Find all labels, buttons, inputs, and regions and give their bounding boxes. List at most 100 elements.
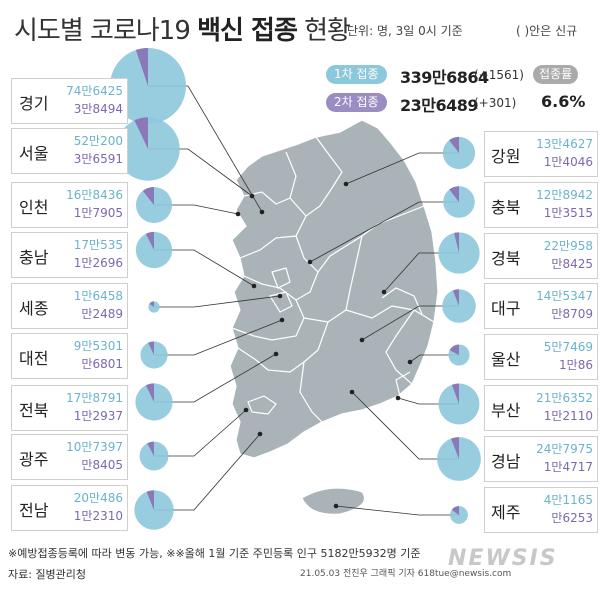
dose2-badge: 2차 접종 bbox=[326, 93, 387, 112]
region-name: 울산 bbox=[491, 350, 521, 369]
pie-dose2-7 bbox=[145, 383, 154, 402]
dose1-badge: 1차 접종 bbox=[326, 65, 387, 84]
region-dose2: 만6253 bbox=[551, 511, 593, 525]
region-box-16: 경남 24만7975 1만4717 bbox=[484, 436, 598, 482]
region-dose1: 1만6458 bbox=[73, 289, 123, 303]
region-dose2: 1만2696 bbox=[73, 256, 123, 270]
region-numbers: 16만8436 1만7905 bbox=[66, 186, 123, 222]
region-dot-13 bbox=[359, 337, 365, 343]
dose1-new: (+1561) bbox=[474, 68, 524, 82]
region-dose1: 4만1165 bbox=[543, 493, 593, 507]
region-numbers: 20만486 1만2310 bbox=[74, 489, 123, 525]
region-dot-11 bbox=[307, 259, 313, 265]
pie-12 bbox=[438, 232, 480, 274]
region-box-10: 강원 13만4627 1만4046 bbox=[484, 131, 598, 177]
region-name: 충북 bbox=[491, 198, 521, 217]
pie-dose2-8 bbox=[147, 441, 154, 456]
title-text-1: 시도별 코로나19 bbox=[14, 16, 198, 46]
pie-4 bbox=[135, 231, 173, 269]
unit-note: 단위: 명, 3일 0시 기준 bbox=[347, 24, 463, 38]
pie-14 bbox=[448, 344, 470, 366]
region-name: 강원 bbox=[491, 147, 521, 166]
pie-9 bbox=[134, 490, 174, 530]
pie-dose2-14 bbox=[449, 344, 459, 355]
region-numbers: 9만5301 만6801 bbox=[74, 337, 123, 373]
region-dose2: 1만3515 bbox=[543, 206, 593, 220]
title-text-bold: 백신 접종 bbox=[197, 16, 298, 46]
region-numbers: 4만1165 만6253 bbox=[544, 491, 593, 527]
pie-dose2-5 bbox=[149, 301, 154, 307]
pie-15 bbox=[438, 383, 480, 425]
region-name: 전북 bbox=[19, 401, 49, 420]
region-dose1: 16만8436 bbox=[66, 188, 123, 202]
region-name: 부산 bbox=[491, 401, 521, 420]
region-dose2: 만2489 bbox=[81, 307, 123, 321]
region-dot-15 bbox=[395, 395, 401, 401]
region-dose1: 14만5347 bbox=[536, 289, 593, 303]
region-box-5: 세종 1만6458 만2489 bbox=[11, 283, 128, 329]
newsis-watermark: NEWSIS bbox=[448, 546, 558, 571]
region-dose1: 10만7397 bbox=[66, 440, 123, 454]
leader-line-5 bbox=[154, 295, 281, 308]
page-title: 시도별 코로나19 백신 접종 현황 bbox=[14, 10, 351, 47]
region-dose2: 1만2937 bbox=[73, 409, 123, 423]
region-dose2: 1만2310 bbox=[73, 509, 123, 523]
region-numbers: 24만7975 1만4717 bbox=[536, 440, 593, 476]
region-dose2: 만8425 bbox=[551, 257, 593, 271]
pie-dose2-4 bbox=[145, 231, 154, 250]
region-name: 경기 bbox=[19, 94, 49, 113]
region-name: 충남 bbox=[19, 248, 49, 267]
dose1-total: 339만6864 bbox=[400, 68, 489, 87]
pie-10 bbox=[442, 136, 476, 170]
region-box-1: 경기 74만6425 3만8494 bbox=[11, 78, 128, 124]
region-name: 대전 bbox=[19, 349, 49, 368]
pie-3 bbox=[135, 186, 173, 224]
pie-dose2-9 bbox=[146, 490, 154, 510]
pie-dose2-11 bbox=[449, 186, 459, 202]
region-numbers: 12만8942 1만3515 bbox=[536, 186, 593, 222]
credit: 21.05.03 전진우 그래픽 기자 618tue@newsis.com bbox=[300, 569, 512, 579]
rate-value: 6.6% bbox=[541, 92, 586, 111]
region-dose2: 1만7905 bbox=[73, 206, 123, 220]
region-dot-8 bbox=[243, 407, 249, 413]
paren-note: ( )안은 신규 bbox=[516, 24, 578, 38]
region-box-12: 경북 22만958 만8425 bbox=[484, 233, 598, 279]
region-dose1: 13만4627 bbox=[536, 137, 593, 151]
region-dot-7 bbox=[273, 351, 279, 357]
region-dose1: 5만7469 bbox=[543, 340, 593, 354]
region-dot-6 bbox=[279, 317, 285, 323]
region-box-11: 충북 12만8942 1만3515 bbox=[484, 182, 598, 228]
region-dose1: 17만8791 bbox=[66, 391, 123, 405]
dose2-new: (+301) bbox=[474, 96, 517, 110]
pie-dose2-15 bbox=[451, 383, 459, 404]
region-numbers: 21만6352 1만2110 bbox=[536, 389, 593, 425]
pie-dose2-17 bbox=[451, 506, 459, 515]
region-box-13: 대구 14만5347 만8709 bbox=[484, 283, 598, 329]
region-numbers: 13만4627 1만4046 bbox=[536, 135, 593, 171]
region-dose1: 20만486 bbox=[73, 491, 123, 505]
region-dose2: 1만86 bbox=[559, 358, 593, 372]
region-numbers: 17만8791 1만2937 bbox=[66, 389, 123, 425]
region-box-15: 부산 21만6352 1만2110 bbox=[484, 385, 598, 431]
region-numbers: 1만6458 만2489 bbox=[74, 287, 123, 323]
title-text-2: 현황 bbox=[296, 16, 351, 46]
region-dose2: 만6801 bbox=[81, 357, 123, 371]
pie-dose2-16 bbox=[451, 437, 459, 459]
pie-17 bbox=[450, 506, 468, 524]
pie-11 bbox=[443, 186, 475, 218]
region-dot-1 bbox=[259, 209, 265, 215]
pie-dose2-13 bbox=[452, 289, 459, 306]
region-numbers: 52만200 3만6591 bbox=[74, 132, 123, 168]
leader-line-17 bbox=[335, 505, 459, 516]
region-dose1: 52만200 bbox=[73, 134, 123, 148]
leader-line-14 bbox=[409, 354, 459, 363]
pie-6 bbox=[140, 341, 168, 369]
pie-13 bbox=[442, 289, 476, 323]
region-dose2: 3만8494 bbox=[73, 102, 123, 116]
region-dot-17 bbox=[333, 503, 339, 509]
region-box-14: 울산 5만7469 1만86 bbox=[484, 334, 598, 380]
pie-dose2-12 bbox=[454, 232, 459, 253]
pie-dose2-2 bbox=[134, 117, 148, 149]
region-name: 서울 bbox=[19, 144, 49, 163]
pie-1 bbox=[110, 48, 186, 124]
